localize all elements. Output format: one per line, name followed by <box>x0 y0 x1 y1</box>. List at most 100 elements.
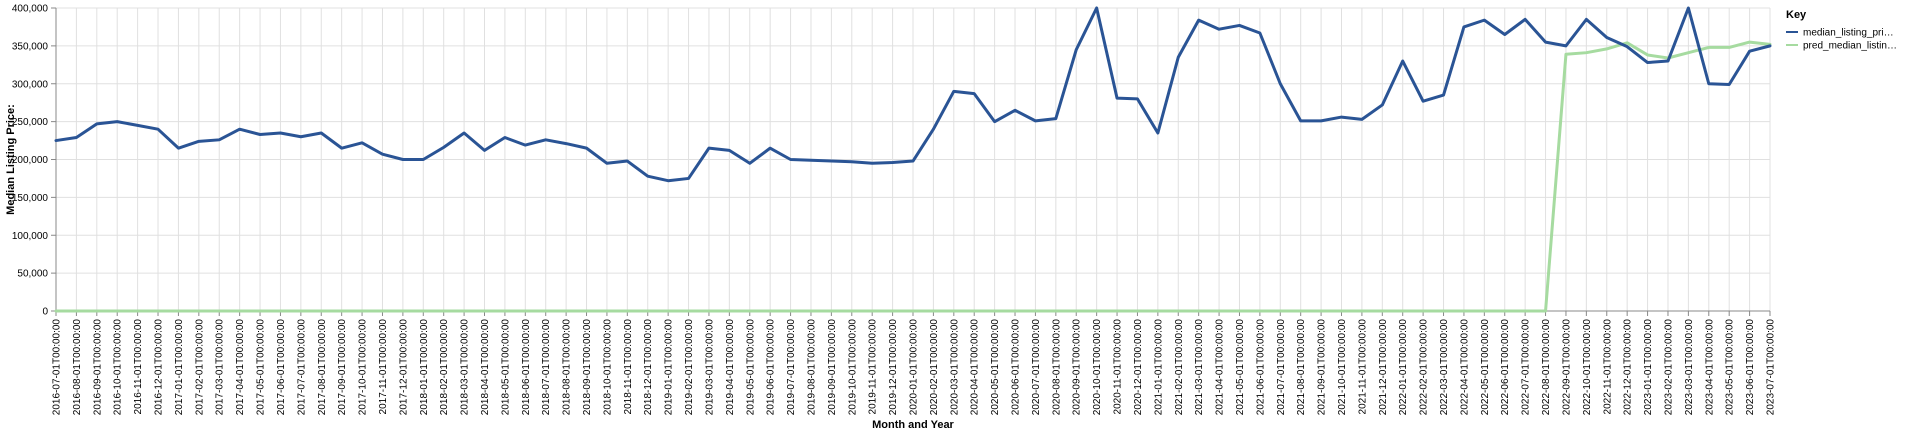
x-tick-label: 2018-06-01T00:00:00 <box>521 319 532 416</box>
x-tick-label: 2019-10-01T00:00:00 <box>847 319 858 416</box>
x-tick-label: 2017-10-01T00:00:00 <box>358 319 369 416</box>
x-tick-label: 2021-03-01T00:00:00 <box>1194 319 1205 416</box>
x-tick-label: 2017-02-01T00:00:00 <box>194 319 205 416</box>
x-tick-label: 2018-11-01T00:00:00 <box>623 319 634 415</box>
x-tick-label: 2023-02-01T00:00:00 <box>1663 319 1674 416</box>
y-tick-label: 0 <box>42 307 48 318</box>
series-line-pred-median-listing-price <box>54 40 1772 313</box>
x-tick-label: 2019-04-01T00:00:00 <box>725 319 736 416</box>
x-tick-label: 2022-07-01T00:00:00 <box>1521 319 1532 416</box>
x-tick-label: 2022-09-01T00:00:00 <box>1561 319 1572 416</box>
x-tick-label: 2019-09-01T00:00:00 <box>827 319 838 416</box>
x-tick-label: 2021-08-01T00:00:00 <box>1296 319 1307 416</box>
x-tick-label: 2020-02-01T00:00:00 <box>929 319 940 416</box>
x-tick-label: 2020-07-01T00:00:00 <box>1031 319 1042 416</box>
x-tick-label: 2022-02-01T00:00:00 <box>1419 319 1430 416</box>
x-tick-label: 2023-03-01T00:00:00 <box>1684 319 1695 416</box>
x-tick-label: 2019-12-01T00:00:00 <box>888 319 899 416</box>
x-tick-label: 2021-05-01T00:00:00 <box>1235 319 1246 416</box>
x-tick-label: 2022-04-01T00:00:00 <box>1459 319 1470 416</box>
x-tick-label: 2017-09-01T00:00:00 <box>337 319 348 416</box>
x-tick-label: 2022-11-01T00:00:00 <box>1602 319 1613 415</box>
x-tick-label: 2019-07-01T00:00:00 <box>786 319 797 416</box>
x-tick-label: 2016-11-01T00:00:00 <box>133 319 144 415</box>
x-tick-label: 2021-10-01T00:00:00 <box>1337 319 1348 416</box>
x-tick-label: 2018-01-01T00:00:00 <box>419 319 430 416</box>
x-tick-label: 2020-06-01T00:00:00 <box>1011 319 1022 416</box>
x-tick-label: 2017-05-01T00:00:00 <box>256 319 267 416</box>
x-tick-label: 2020-12-01T00:00:00 <box>1133 319 1144 416</box>
x-tick-label: 2019-03-01T00:00:00 <box>704 319 715 416</box>
y-tick-label: 200,000 <box>12 155 49 166</box>
y-axis: 0 50,000 100,000 150,000 200,000 250,000 300,0… <box>12 4 56 318</box>
x-tick-label: 2017-06-01T00:00:00 <box>276 319 287 416</box>
series-line-median-listing-price <box>54 6 1772 183</box>
x-tick-label: 2018-03-01T00:00:00 <box>460 319 471 416</box>
x-tick-label: 2017-12-01T00:00:00 <box>398 319 409 416</box>
y-tick-label: 100,000 <box>12 231 49 242</box>
x-tick-label: 2021-01-01T00:00:00 <box>1153 319 1164 416</box>
x-axis-title: Month and Year <box>872 419 954 431</box>
x-tick-label: 2017-07-01T00:00:00 <box>296 319 307 416</box>
x-tick-label: 2016-12-01T00:00:00 <box>154 319 165 416</box>
x-tick-label: 2022-05-01T00:00:00 <box>1480 319 1491 416</box>
legend: Key median_listing_pri… pred_median_listi… <box>1786 9 1897 52</box>
x-tick-label: 2016-08-01T00:00:00 <box>72 319 83 416</box>
x-tick-label: 2018-02-01T00:00:00 <box>439 319 450 416</box>
x-tick-label: 2022-01-01T00:00:00 <box>1398 319 1409 416</box>
x-tick-label: 2021-09-01T00:00:00 <box>1317 319 1328 416</box>
x-tick-label: 2018-07-01T00:00:00 <box>541 319 552 416</box>
x-tick-label: 2020-03-01T00:00:00 <box>949 319 960 416</box>
x-tick-label: 2019-02-01T00:00:00 <box>684 319 695 416</box>
x-axis: 2016-07-01T00:00:00 2016-08-01T00:00:00 20… <box>52 311 1777 415</box>
x-tick-label: 2023-07-01T00:00:00 <box>1766 319 1777 416</box>
y-tick-label: 250,000 <box>12 117 49 128</box>
x-tick-label: 2017-03-01T00:00:00 <box>215 319 226 416</box>
x-tick-label: 2020-08-01T00:00:00 <box>1051 319 1062 416</box>
x-tick-label: 2023-04-01T00:00:00 <box>1704 319 1715 416</box>
x-tick-label: 2020-05-01T00:00:00 <box>990 319 1001 416</box>
x-tick-label: 2019-01-01T00:00:00 <box>664 319 675 416</box>
x-tick-label: 2018-10-01T00:00:00 <box>602 319 613 416</box>
x-tick-label: 2017-11-01T00:00:00 <box>378 319 389 415</box>
y-tick-label: 50,000 <box>17 269 48 280</box>
x-tick-label: 2022-08-01T00:00:00 <box>1541 319 1552 416</box>
x-tick-label: 2020-10-01T00:00:00 <box>1092 319 1103 416</box>
x-tick-label: 2018-08-01T00:00:00 <box>562 319 573 416</box>
x-tick-label: 2019-08-01T00:00:00 <box>806 319 817 416</box>
series-layer <box>54 6 1772 313</box>
x-tick-label: 2018-04-01T00:00:00 <box>480 319 491 416</box>
x-tick-label: 2018-12-01T00:00:00 <box>643 319 654 416</box>
y-tick-label: 400,000 <box>12 4 49 15</box>
x-tick-label: 2022-03-01T00:00:00 <box>1439 319 1450 416</box>
x-tick-label: 2021-04-01T00:00:00 <box>1215 319 1226 416</box>
y-tick-label: 150,000 <box>12 193 49 204</box>
x-tick-label: 2023-06-01T00:00:00 <box>1745 319 1756 416</box>
x-tick-label: 2020-04-01T00:00:00 <box>970 319 981 416</box>
x-tick-label: 2017-01-01T00:00:00 <box>174 319 185 416</box>
x-tick-label: 2021-12-01T00:00:00 <box>1378 319 1389 416</box>
x-tick-label: 2019-11-01T00:00:00 <box>868 319 879 415</box>
x-tick-label: 2019-05-01T00:00:00 <box>745 319 756 416</box>
x-tick-label: 2016-09-01T00:00:00 <box>92 319 103 416</box>
x-tick-label: 2022-06-01T00:00:00 <box>1500 319 1511 416</box>
x-tick-label: 2019-06-01T00:00:00 <box>766 319 777 416</box>
x-tick-label: 2016-07-01T00:00:00 <box>52 319 63 416</box>
legend-label: median_listing_pri… <box>1803 28 1894 39</box>
x-tick-label: 2020-09-01T00:00:00 <box>1072 319 1083 416</box>
x-tick-label: 2022-10-01T00:00:00 <box>1582 319 1593 416</box>
x-tick-label: 2017-04-01T00:00:00 <box>235 319 246 416</box>
gridlines <box>55 7 1771 312</box>
y-axis-title: Median Listing Price: <box>5 104 17 215</box>
y-tick-label: 300,000 <box>12 79 49 90</box>
x-tick-label: 2018-09-01T00:00:00 <box>582 319 593 416</box>
legend-label: pred_median_listin… <box>1803 41 1897 52</box>
x-tick-label: 2022-12-01T00:00:00 <box>1623 319 1634 416</box>
x-tick-label: 2021-02-01T00:00:00 <box>1174 319 1185 416</box>
x-tick-label: 2021-07-01T00:00:00 <box>1276 319 1287 416</box>
x-tick-label: 2023-01-01T00:00:00 <box>1643 319 1654 416</box>
y-tick-label: 350,000 <box>12 41 49 52</box>
x-tick-label: 2020-11-01T00:00:00 <box>1113 319 1124 415</box>
x-tick-label: 2021-06-01T00:00:00 <box>1255 319 1266 416</box>
